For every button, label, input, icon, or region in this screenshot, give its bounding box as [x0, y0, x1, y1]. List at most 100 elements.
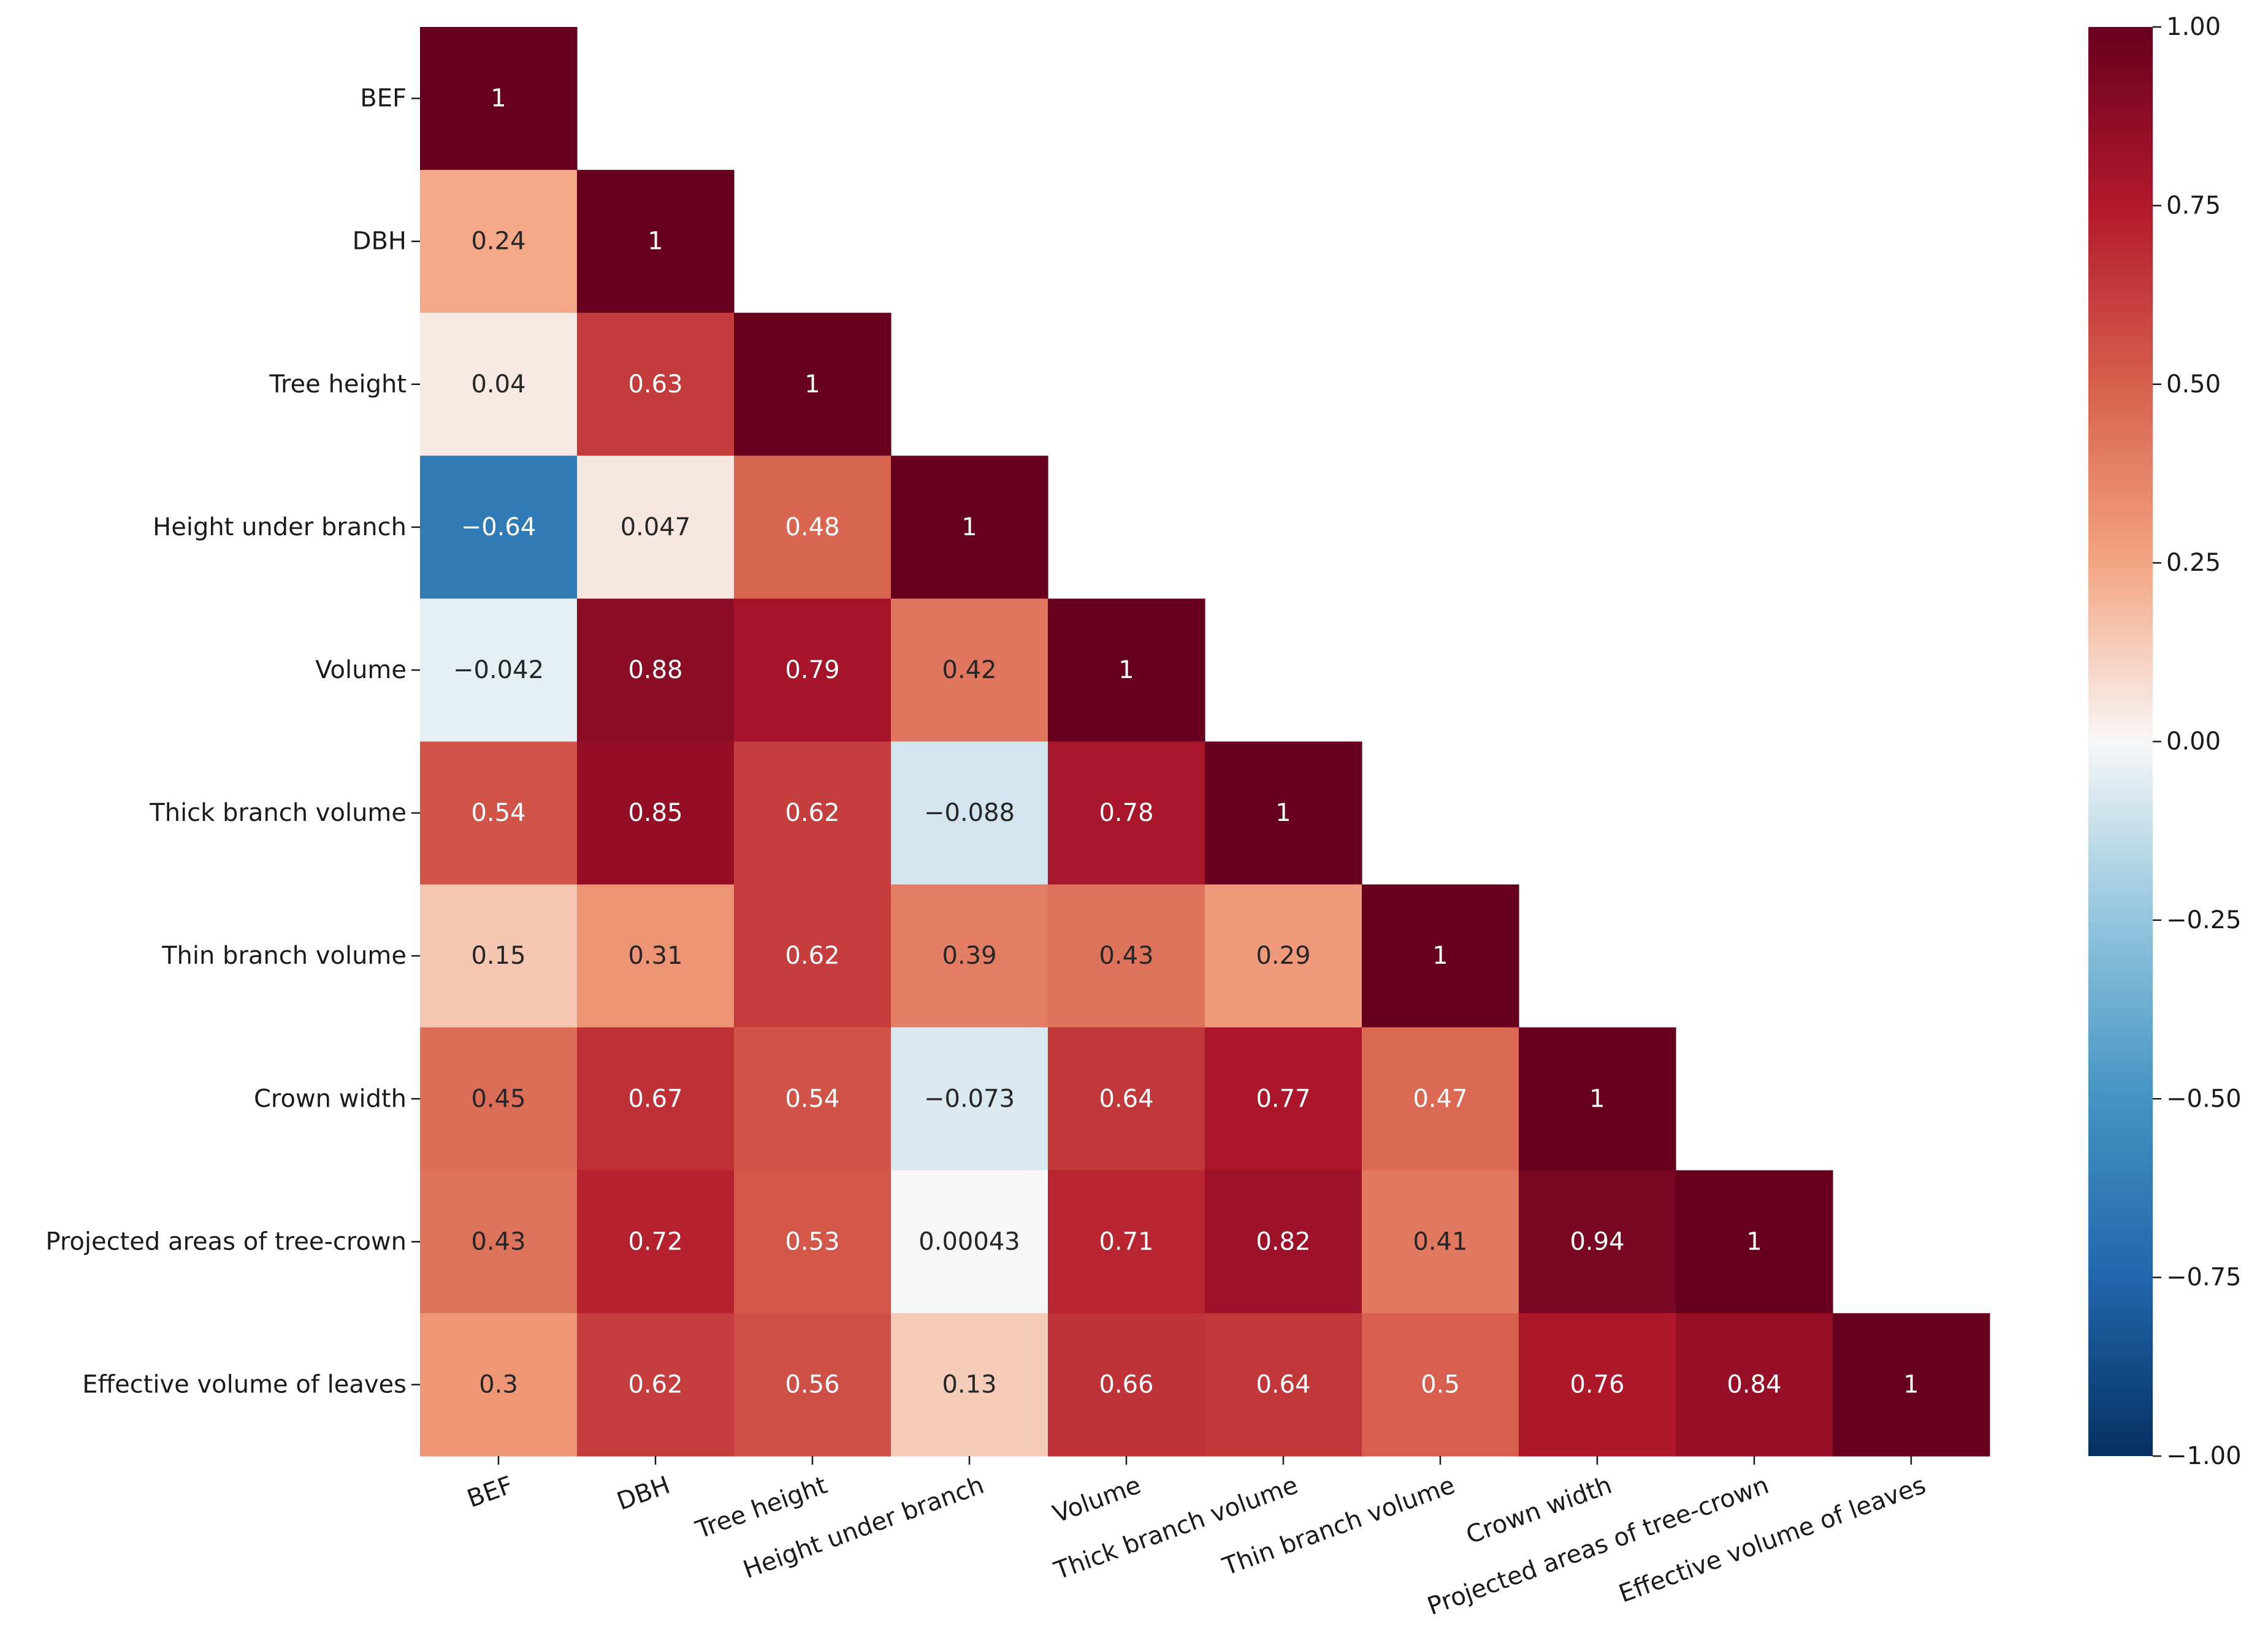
colorbar-tick-label-2: 0.50	[2166, 370, 2221, 399]
heatmap-cell-9-0	[420, 1313, 578, 1457]
heatmap-cell-5-1	[577, 741, 735, 885]
heatmap-cell-6-3	[891, 884, 1048, 1028]
y-tick-label-0: BEF	[360, 85, 407, 113]
heatmap-cell-8-4	[1048, 1170, 1205, 1314]
cell-label-9-2: 0.56	[785, 1370, 839, 1398]
heatmap-cell-9-4	[1048, 1313, 1205, 1457]
colorbar: 1.00 0.75 0.50 0.25 0.00 −0.25 −0.50 −0.75 −1.00	[2088, 13, 2242, 1470]
heatmap-cell-8-0	[420, 1170, 578, 1314]
heatmap-cell-8-8	[1676, 1170, 1833, 1314]
cell-label-9-7: 0.76	[1570, 1370, 1624, 1398]
heatmap-cell-5-4	[1048, 741, 1205, 885]
cell-label-5-5: 1	[1275, 799, 1291, 827]
heatmap-cell-7-1	[577, 1027, 735, 1171]
cell-label-6-1: 0.31	[628, 942, 682, 970]
cell-label-8-6: 0.41	[1413, 1227, 1467, 1256]
heatmap-cell-4-3	[891, 598, 1048, 742]
colorbar-tick-label-5: −0.25	[2166, 906, 2242, 934]
heatmap-cell-8-2	[734, 1170, 892, 1314]
cell-label-8-2: 0.53	[785, 1227, 839, 1256]
heatmap-cell-6-6	[1362, 884, 1519, 1028]
y-tick-label-6: Thin branch volume	[161, 942, 407, 970]
cell-label-5-2: 0.62	[785, 799, 839, 827]
cell-label-4-4: 1	[1118, 656, 1134, 684]
colorbar-tick-label-4: 0.00	[2166, 728, 2221, 756]
cell-label-7-6: 0.47	[1413, 1085, 1467, 1113]
x-tick-label-0: BEF	[464, 1471, 517, 1513]
heatmap-cell-9-2	[734, 1313, 892, 1457]
cell-label-4-3: 0.42	[942, 656, 996, 684]
cell-label-5-0: 0.54	[471, 799, 525, 827]
cell-label-8-4: 0.71	[1099, 1227, 1153, 1256]
heatmap-cell-1-1	[577, 170, 735, 313]
cell-label-9-5: 0.64	[1256, 1370, 1310, 1398]
cell-label-4-0: −0.042	[453, 656, 544, 684]
heatmap-cell-9-1	[577, 1313, 735, 1457]
cell-label-7-3: −0.073	[924, 1085, 1015, 1113]
colorbar-tick-label-7: −0.75	[2166, 1264, 2242, 1292]
x-tick-label-9: Effective volume of leaves	[1615, 1471, 1930, 1608]
cell-label-1-1: 1	[647, 227, 663, 256]
heatmap-cell-2-1	[577, 313, 735, 456]
cell-label-8-1: 0.72	[628, 1227, 682, 1256]
heatmap-cell-3-0	[420, 456, 578, 599]
heatmap-cell-7-6	[1362, 1027, 1519, 1171]
heatmap-cell-6-5	[1205, 884, 1362, 1028]
y-tick-label-8: Projected areas of tree-crown	[45, 1227, 407, 1256]
cell-label-2-1: 0.63	[628, 370, 682, 399]
heatmap-cell-6-4	[1048, 884, 1205, 1028]
heatmap-cell-2-2	[734, 313, 892, 456]
cell-label-4-1: 0.88	[628, 656, 682, 684]
cell-label-6-4: 0.43	[1099, 942, 1153, 970]
cell-label-5-1: 0.85	[628, 799, 682, 827]
cell-label-6-5: 0.29	[1256, 942, 1310, 970]
heatmap-cell-9-9	[1833, 1313, 1990, 1457]
heatmap-cell-2-0	[420, 313, 578, 456]
cell-label-8-8: 1	[1746, 1227, 1762, 1256]
cell-label-9-4: 0.66	[1099, 1370, 1153, 1398]
cell-label-0-0: 1	[491, 85, 506, 113]
heatmap-cell-5-2	[734, 741, 892, 885]
colorbar-tick-label-1: 0.75	[2166, 191, 2221, 219]
cell-label-5-3: −0.088	[924, 799, 1015, 827]
y-tick-label-9: Effective volume of leaves	[82, 1370, 407, 1398]
heatmap-cell-5-5	[1205, 741, 1362, 885]
heatmap-cell-8-6	[1362, 1170, 1519, 1314]
cell-label-6-2: 0.62	[785, 942, 839, 970]
cell-label-2-2: 1	[804, 370, 820, 399]
heatmap-cell-7-0	[420, 1027, 578, 1171]
cell-label-7-0: 0.45	[471, 1085, 525, 1113]
colorbar-tick-label-6: −0.50	[2166, 1085, 2242, 1113]
heatmap-cell-7-3	[891, 1027, 1048, 1171]
y-tick-label-3: Height under branch	[153, 513, 407, 541]
y-axis: BEF DBH Tree height Height under branch Volu…	[45, 85, 420, 1398]
cell-label-9-9: 1	[1903, 1370, 1919, 1398]
cell-label-7-2: 0.54	[785, 1085, 839, 1113]
heatmap-cell-3-2	[734, 456, 892, 599]
x-tick-label-4: Volume	[1049, 1471, 1145, 1528]
cell-label-8-5: 0.82	[1256, 1227, 1310, 1256]
cell-label-3-2: 0.48	[785, 513, 839, 541]
heatmap-cell-8-3	[891, 1170, 1048, 1314]
cell-label-9-6: 0.5	[1421, 1370, 1460, 1398]
colorbar-tick-label-3: 0.25	[2166, 549, 2221, 577]
cell-label-8-3: 0.00043	[918, 1227, 1020, 1256]
heatmap-cell-7-5	[1205, 1027, 1362, 1171]
cell-label-7-4: 0.64	[1099, 1085, 1153, 1113]
cell-label-8-7: 0.94	[1570, 1227, 1624, 1256]
y-tick-label-5: Thick branch volume	[149, 799, 407, 827]
heatmap-cell-5-3	[891, 741, 1048, 885]
heatmap-cell-4-4	[1048, 598, 1205, 742]
cell-label-6-0: 0.15	[471, 942, 525, 970]
cell-label-4-2: 0.79	[785, 656, 839, 684]
cell-label-8-0: 0.43	[471, 1227, 525, 1256]
heatmap-cell-9-3	[891, 1313, 1048, 1457]
cell-label-9-0: 0.3	[479, 1370, 518, 1398]
y-tick-label-1: DBH	[353, 227, 407, 256]
cell-label-3-1: 0.047	[620, 513, 691, 541]
heatmap-cell-9-5	[1205, 1313, 1362, 1457]
heatmap-cell-3-1	[577, 456, 735, 599]
heatmap-cell-4-2	[734, 598, 892, 742]
cell-label-3-3: 1	[961, 513, 977, 541]
